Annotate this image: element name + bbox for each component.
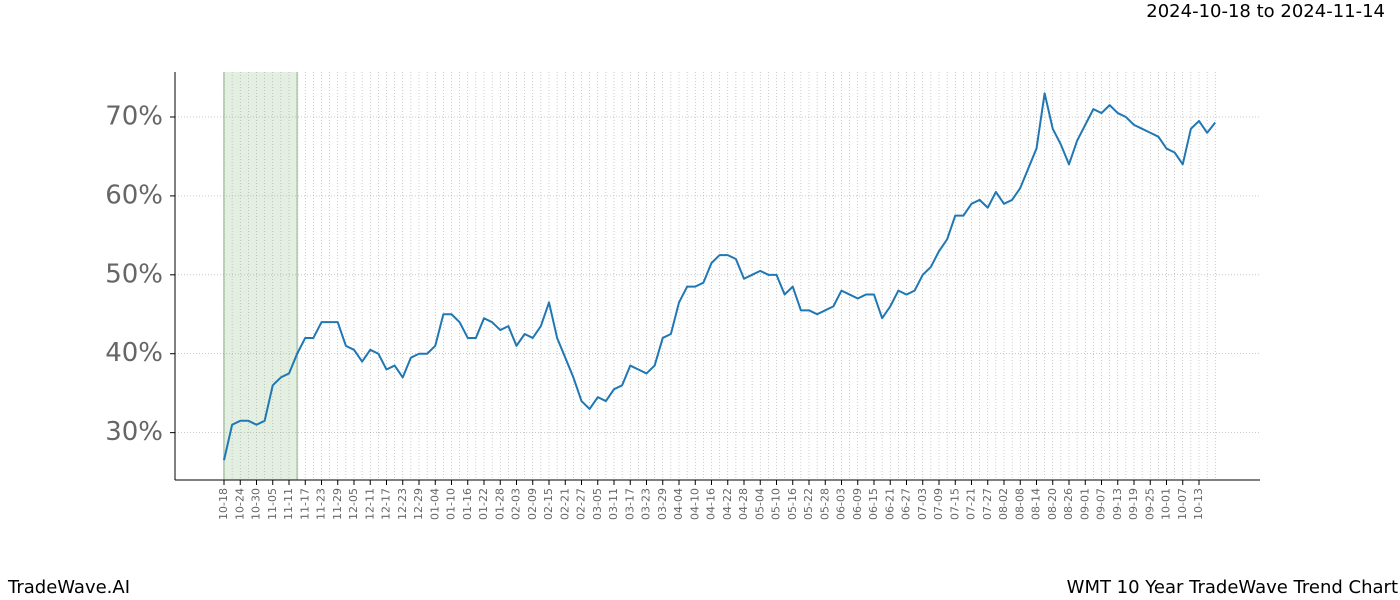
x-tick-label: 02-09 <box>526 488 539 520</box>
x-tick-label: 08-02 <box>997 488 1010 520</box>
y-tick-label: 30% <box>105 417 163 447</box>
y-tick-label: 40% <box>105 338 163 368</box>
line-series <box>223 92 1217 461</box>
y-tick-label: 50% <box>105 259 163 289</box>
x-tick-label: 04-28 <box>737 488 750 520</box>
x-tick-label: 10-01 <box>1160 488 1173 520</box>
x-tick-label: 08-26 <box>1062 488 1075 520</box>
x-tick-label: 06-21 <box>883 488 896 520</box>
x-tick-label: 02-27 <box>575 488 588 520</box>
x-tick-label: 12-05 <box>347 488 360 520</box>
x-tick-label: 01-10 <box>445 488 458 520</box>
y-tick-label: 60% <box>105 180 163 210</box>
x-tick-label: 09-19 <box>1127 488 1140 520</box>
x-tick-label: 10-18 <box>217 488 230 520</box>
x-tick-label: 07-27 <box>981 488 994 520</box>
x-tick-label: 09-25 <box>1143 488 1156 520</box>
x-tick-label: 12-29 <box>412 488 425 520</box>
x-tick-label: 09-01 <box>1078 488 1091 520</box>
x-tick-label: 01-04 <box>428 488 441 520</box>
x-tick-label: 03-23 <box>640 488 653 520</box>
x-tick-label: 08-20 <box>1046 488 1059 520</box>
x-tick-label: 04-22 <box>721 488 734 520</box>
x-tick-label: 06-15 <box>867 488 880 520</box>
x-tick-label: 08-08 <box>1013 488 1026 520</box>
x-tick-label: 05-04 <box>753 488 766 520</box>
x-tick-label: 02-03 <box>510 488 523 520</box>
x-tick-label: 03-17 <box>623 488 636 520</box>
x-tick-label: 04-16 <box>705 488 718 520</box>
x-tick-label: 11-17 <box>298 488 311 520</box>
x-tick-label: 06-09 <box>851 488 864 520</box>
x-tick-label: 12-11 <box>363 488 376 520</box>
x-tick-label: 07-09 <box>932 488 945 520</box>
x-tick-label: 12-23 <box>396 488 409 520</box>
x-tick-label: 08-14 <box>1030 488 1043 520</box>
x-tick-label: 09-07 <box>1095 488 1108 520</box>
x-tick-label: 09-13 <box>1111 488 1124 520</box>
x-tick-label: 12-17 <box>380 488 393 520</box>
x-tick-label: 11-05 <box>266 488 279 520</box>
x-tick-label: 01-16 <box>461 488 474 520</box>
x-tick-label: 10-24 <box>233 488 246 520</box>
x-tick-label: 07-21 <box>965 488 978 520</box>
date-range: 2024-10-18 to 2024-11-14 <box>1146 1 1385 22</box>
x-tick-label: 05-28 <box>818 488 831 520</box>
highlight-span <box>224 72 298 480</box>
brand: TradeWave.AI <box>7 577 130 598</box>
x-tick-label: 11-23 <box>315 488 328 520</box>
x-tick-label: 05-16 <box>786 488 799 520</box>
x-tick-label: 06-27 <box>900 488 913 520</box>
x-tick-label: 01-22 <box>477 488 490 520</box>
x-tick-label: 03-05 <box>591 488 604 520</box>
x-tick-label: 10-07 <box>1176 488 1189 520</box>
x-tick-label: 10-13 <box>1192 488 1205 520</box>
x-tick-label: 07-03 <box>916 488 929 520</box>
x-tick-label: 07-15 <box>948 488 961 520</box>
x-tick-label: 11-11 <box>282 488 295 520</box>
x-tick-label: 05-10 <box>770 488 783 520</box>
x-tick-label: 01-28 <box>493 488 506 520</box>
x-tick-label: 02-15 <box>542 488 555 520</box>
x-tick-label: 06-03 <box>835 488 848 520</box>
x-tick-label: 10-30 <box>250 488 263 520</box>
y-tick-label: 70% <box>105 101 163 131</box>
x-tick-label: 04-10 <box>688 488 701 520</box>
x-tick-label: 05-22 <box>802 488 815 520</box>
x-tick-label: 11-29 <box>331 488 344 520</box>
x-tick-label: 03-29 <box>656 488 669 520</box>
x-tick-label: 02-21 <box>558 488 571 520</box>
x-tick-label: 03-11 <box>607 488 620 520</box>
x-tick-label: 04-04 <box>672 488 685 520</box>
chart-title: WMT 10 Year TradeWave Trend Chart <box>1067 577 1398 598</box>
